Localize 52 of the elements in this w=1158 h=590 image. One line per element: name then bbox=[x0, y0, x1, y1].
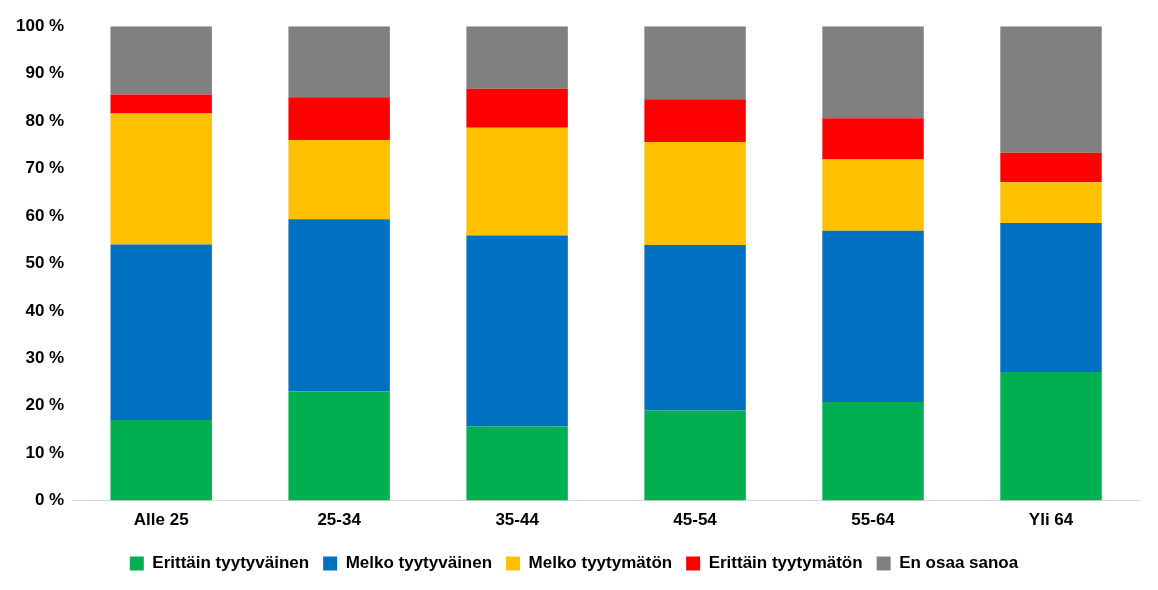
bar bbox=[1000, 182, 1102, 224]
bar bbox=[466, 235, 568, 427]
y-tick-label: 70 % bbox=[25, 158, 65, 178]
x-tick-label: 25-34 bbox=[317, 510, 362, 530]
y-tick-label: 0 % bbox=[34, 490, 65, 510]
bar bbox=[644, 141, 746, 245]
legend-label: En osaa sanoa bbox=[899, 553, 1019, 573]
y-tick-label: 40 % bbox=[25, 300, 65, 320]
bar bbox=[288, 97, 390, 141]
bar bbox=[1000, 152, 1102, 183]
bar bbox=[288, 219, 390, 392]
bar bbox=[110, 419, 212, 501]
bar bbox=[110, 94, 212, 114]
y-tick-label: 90 % bbox=[25, 63, 65, 83]
legend-label: Erittäin tyytymätön bbox=[708, 553, 863, 573]
x-tick-label: 35-44 bbox=[495, 510, 540, 530]
legend-label: Erittäin tyytyväinen bbox=[152, 553, 310, 573]
x-tick-label: Alle 25 bbox=[133, 510, 189, 530]
bar bbox=[466, 127, 568, 236]
bar bbox=[822, 401, 924, 501]
y-tick-label: 100 % bbox=[16, 15, 65, 35]
y-tick-label: 30 % bbox=[25, 347, 65, 367]
bar bbox=[466, 88, 568, 128]
bar bbox=[110, 26, 212, 95]
bar bbox=[822, 118, 924, 160]
bar bbox=[644, 410, 746, 501]
bar bbox=[644, 26, 746, 100]
bar bbox=[288, 391, 390, 501]
bar bbox=[466, 426, 568, 501]
x-tick-label: Yli 64 bbox=[1028, 510, 1074, 530]
bar bbox=[288, 140, 390, 220]
y-tick-label: 20 % bbox=[25, 395, 65, 415]
bar bbox=[1000, 223, 1102, 373]
y-tick-label: 60 % bbox=[25, 205, 65, 225]
x-tick-label: 45-54 bbox=[673, 510, 718, 530]
bar bbox=[822, 230, 924, 402]
y-tick-label: 10 % bbox=[25, 442, 65, 462]
bar bbox=[822, 26, 924, 119]
legend-label: Melko tyytymätön bbox=[528, 553, 673, 573]
legend-label: Melko tyytyväinen bbox=[345, 553, 493, 573]
bar bbox=[644, 99, 746, 142]
bar bbox=[1000, 26, 1102, 153]
y-tick-label: 50 % bbox=[25, 253, 65, 273]
bar bbox=[466, 26, 568, 89]
bar bbox=[822, 159, 924, 231]
bar bbox=[644, 244, 746, 411]
bar bbox=[288, 26, 390, 98]
y-tick-label: 80 % bbox=[25, 110, 65, 130]
bar bbox=[110, 113, 212, 245]
x-tick-label: 55-64 bbox=[851, 510, 896, 530]
bar bbox=[110, 244, 212, 420]
bar bbox=[1000, 372, 1102, 501]
